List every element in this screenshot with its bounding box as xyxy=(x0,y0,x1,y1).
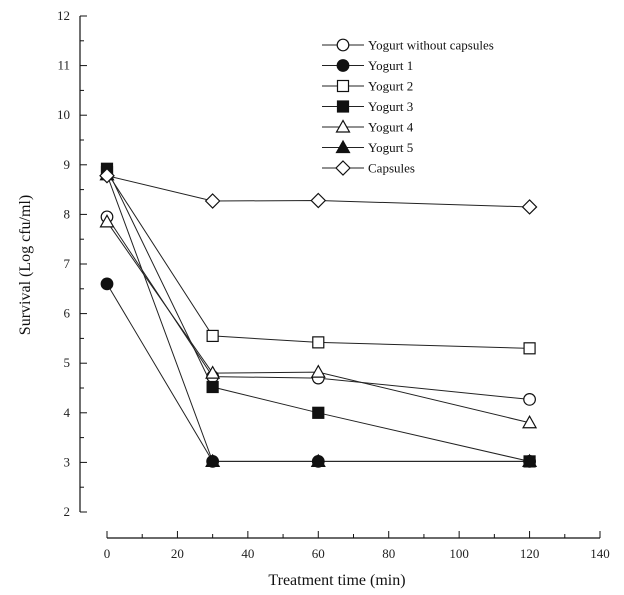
legend-marker xyxy=(335,160,351,176)
x-tick-label: 120 xyxy=(520,546,540,561)
x-tick-label: 60 xyxy=(312,546,325,561)
legend-label: Capsules xyxy=(368,161,415,176)
x-tick-label: 20 xyxy=(171,546,184,561)
legend-marker xyxy=(336,59,350,72)
x-tick-label: 140 xyxy=(590,546,610,561)
data-point-6 xyxy=(310,192,327,209)
x-tick-label: 0 xyxy=(104,546,111,561)
data-point-4 xyxy=(99,214,115,228)
y-tick-label: 10 xyxy=(57,107,70,122)
series-line-5 xyxy=(106,174,530,462)
data-point-6 xyxy=(204,193,221,209)
legend-marker xyxy=(336,79,350,93)
series-lines xyxy=(106,168,530,462)
data-point-3 xyxy=(312,406,325,419)
x-tick-label: 100 xyxy=(449,546,469,561)
y-tick-label: 2 xyxy=(64,504,71,519)
data-point-5 xyxy=(205,453,221,468)
data-point-1 xyxy=(100,277,114,291)
data-point-4 xyxy=(310,364,326,378)
y-axis-title: Survival (Log cfu/ml) xyxy=(17,195,34,335)
data-point-6 xyxy=(99,167,115,184)
y-tick-label: 4 xyxy=(64,405,71,420)
legend-label: Yogurt 1 xyxy=(368,58,413,73)
data-point-2 xyxy=(523,342,536,355)
x-axis-title: Treatment time (min) xyxy=(268,572,405,589)
y-tick-label: 12 xyxy=(57,8,70,23)
data-point-5 xyxy=(310,453,326,468)
legend-label: Yogurt 4 xyxy=(368,120,414,135)
x-tick-label: 40 xyxy=(241,546,254,561)
legend-marker xyxy=(335,119,351,133)
y-tick-label: 11 xyxy=(57,58,70,73)
data-point-2 xyxy=(312,336,325,349)
y-tick-label: 5 xyxy=(64,355,71,370)
data-point-4 xyxy=(205,365,221,379)
data-point-6 xyxy=(521,199,538,215)
x-tick-label: 80 xyxy=(382,546,395,561)
series-line-4 xyxy=(106,221,530,424)
legend-label: Yogurt 2 xyxy=(368,79,413,94)
legend-label: Yogurt without capsules xyxy=(368,38,494,53)
y-tick-label: 6 xyxy=(64,306,71,321)
legend-marker xyxy=(336,100,350,113)
series-line-2 xyxy=(106,171,530,349)
y-tick-label: 3 xyxy=(64,454,71,469)
data-point-3 xyxy=(206,380,219,394)
legend-label: Yogurt 3 xyxy=(368,99,413,114)
data-point-0 xyxy=(523,393,536,406)
legend-marker xyxy=(336,38,350,52)
legend-marker xyxy=(335,139,351,154)
legend-label: Yogurt 5 xyxy=(368,140,413,155)
y-tick-label: 9 xyxy=(64,157,71,172)
series-line-6 xyxy=(106,175,530,208)
data-point-5 xyxy=(522,453,538,468)
y-tick-label: 8 xyxy=(64,206,71,221)
data-point-4 xyxy=(522,415,538,429)
y-tick-label: 7 xyxy=(64,256,71,271)
series-markers xyxy=(99,162,538,468)
data-point-2 xyxy=(206,329,219,343)
legend: Yogurt without capsules Yogurt 1 Yogurt 2 Y… xyxy=(322,38,494,176)
series-line-3 xyxy=(106,168,530,462)
